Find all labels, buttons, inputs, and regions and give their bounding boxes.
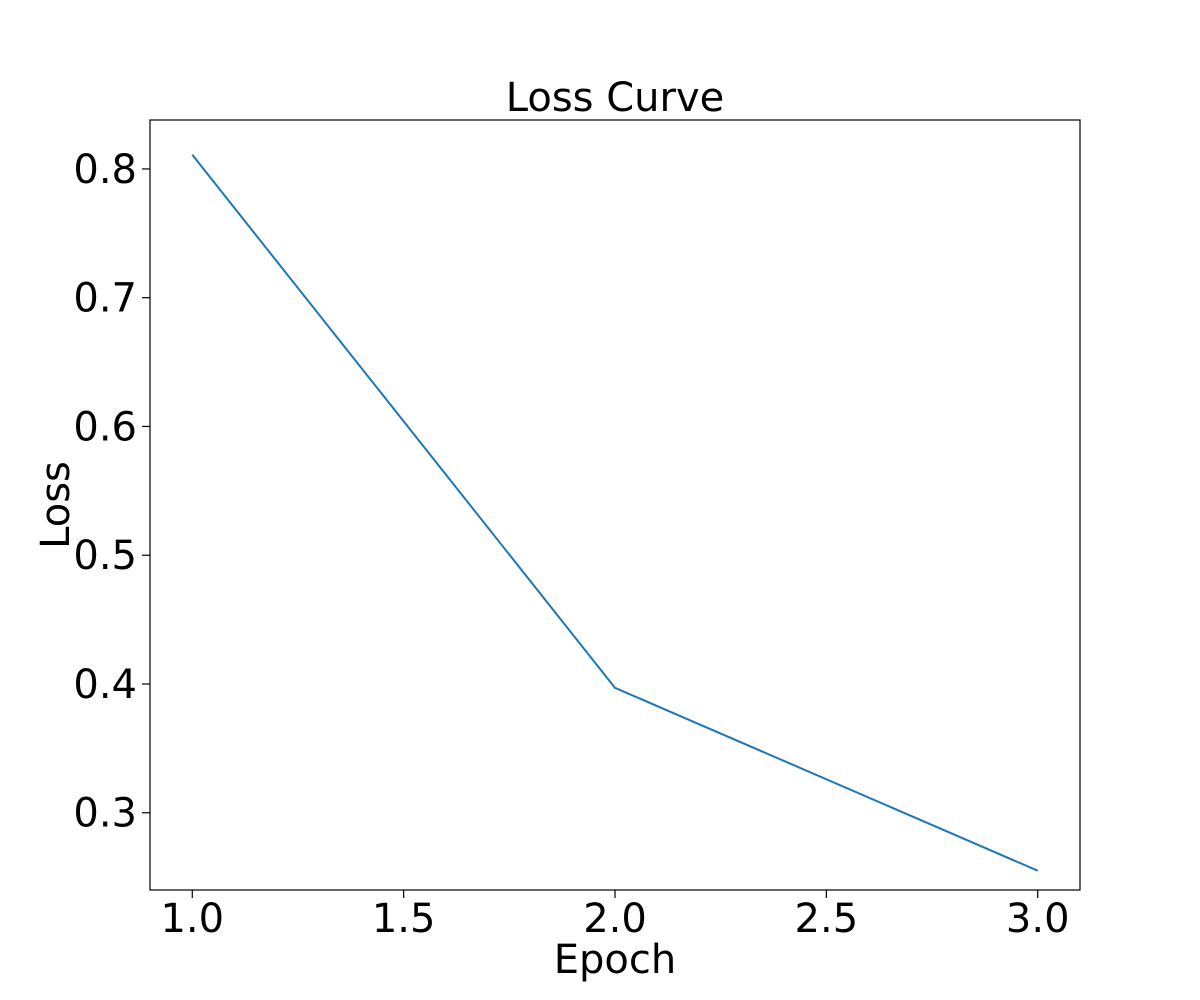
x-tick-label: 1.5	[372, 896, 436, 942]
chart-title: Loss Curve	[506, 75, 724, 121]
x-tick-label: 3.0	[1006, 896, 1070, 942]
x-tick-label: 2.0	[583, 896, 647, 942]
y-tick-label: 0.4	[73, 662, 137, 708]
y-tick-label: 0.7	[73, 276, 137, 322]
x-tick-label: 1.0	[160, 896, 224, 942]
y-tick-label: 0.3	[73, 791, 137, 837]
y-axis-title: Loss	[33, 461, 79, 549]
plot-area	[191, 154, 1039, 872]
y-axis: 0.3 0.4 0.5 0.6 0.7 0.8	[73, 147, 150, 837]
y-tick-label: 0.6	[73, 404, 137, 450]
x-tick-label: 2.5	[795, 896, 859, 942]
y-tick-label: 0.5	[73, 533, 137, 579]
y-tick-label: 0.8	[73, 147, 137, 193]
series-line-loss	[191, 154, 1039, 872]
x-axis: 1.0 1.5 2.0 2.5 3.0	[160, 890, 1070, 942]
x-axis-title: Epoch	[554, 937, 676, 983]
